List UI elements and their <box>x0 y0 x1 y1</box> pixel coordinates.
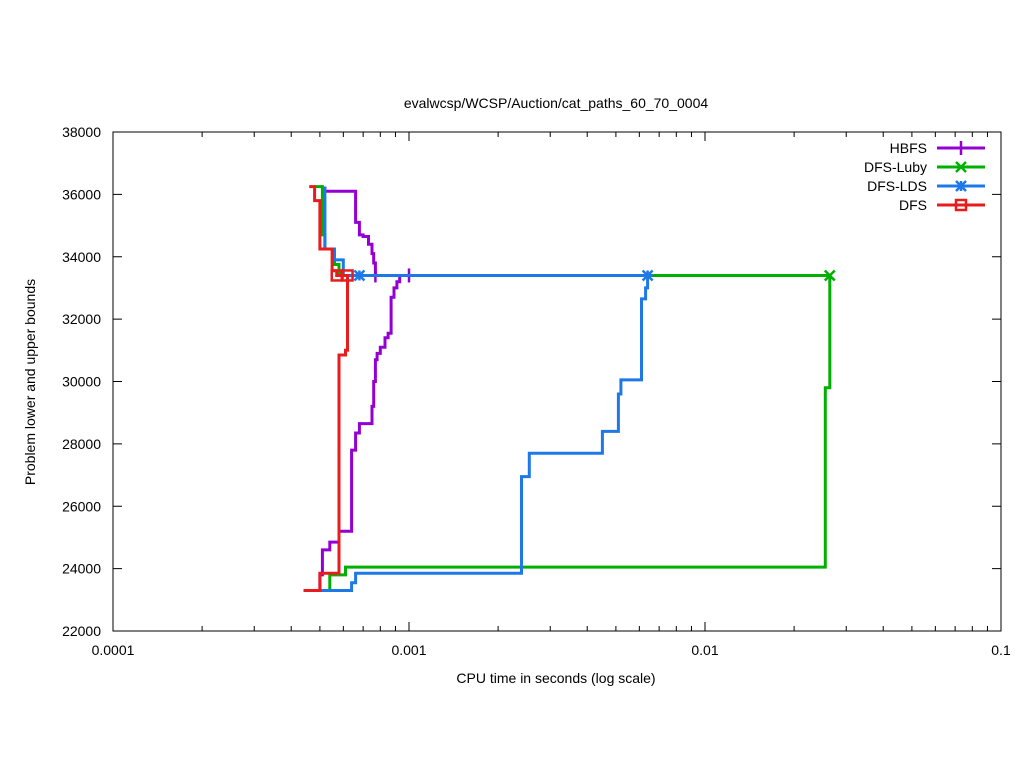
y-tick-label: 22000 <box>62 623 101 639</box>
x-tick-label: 0.001 <box>391 642 426 658</box>
dfs-luby-point-marker <box>823 269 836 282</box>
y-tick-label: 32000 <box>62 311 101 327</box>
y-tick-label: 36000 <box>62 186 101 202</box>
legend-marker-hbfs <box>956 141 966 155</box>
x-tick-label: 0.01 <box>691 642 718 658</box>
hbfs-lower-bound-line <box>318 274 409 591</box>
y-tick-label: 34000 <box>62 249 101 265</box>
x-axis-label: CPU time in seconds (log scale) <box>456 670 655 686</box>
dfs-point-marker <box>341 269 354 282</box>
dfs-lds-point-marker <box>641 269 654 282</box>
x-tick-label: 0.0001 <box>92 642 135 658</box>
plot-frame <box>112 131 1002 632</box>
legend-label-dfs-lds: DFS-LDS <box>867 178 927 194</box>
dfs-luby-lower-bound-line <box>328 275 832 591</box>
y-tick-label: 38000 <box>62 124 101 140</box>
legend-label-dfs-luby: DFS-Luby <box>864 159 927 175</box>
dfs-luby-upper-bound-line <box>314 185 830 277</box>
y-tick-label: 28000 <box>62 436 101 452</box>
dfs-upper-bound-line <box>309 185 350 277</box>
y-tick-label: 30000 <box>62 374 101 390</box>
dfs-lds-point-marker <box>353 269 366 282</box>
y-axis-label: Problem lower and upper bounds <box>22 279 38 485</box>
legend-marker-dfs-lds <box>955 180 967 192</box>
legend-label-hbfs: HBFS <box>890 140 927 156</box>
dfs-lds-lower-bound-line <box>319 275 650 592</box>
y-tick-label: 24000 <box>62 561 101 577</box>
legend-marker-dfs <box>954 198 968 212</box>
y-tick-label: 26000 <box>62 498 101 514</box>
chart-title: evalwcsp/WCSP/Auction/cat_paths_60_70_00… <box>404 95 709 111</box>
legend-marker-dfs-luby <box>955 161 967 173</box>
x-tick-label: 0.1 <box>991 642 1011 658</box>
hbfs-upper-bound-line <box>323 186 377 276</box>
legend-label-dfs: DFS <box>899 197 927 213</box>
dfs-lower-bound-line <box>303 275 349 592</box>
